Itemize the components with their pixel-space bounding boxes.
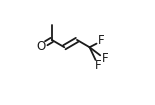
Text: O: O bbox=[37, 40, 46, 53]
Text: F: F bbox=[95, 59, 101, 72]
Text: F: F bbox=[102, 52, 108, 65]
Text: F: F bbox=[98, 34, 105, 47]
